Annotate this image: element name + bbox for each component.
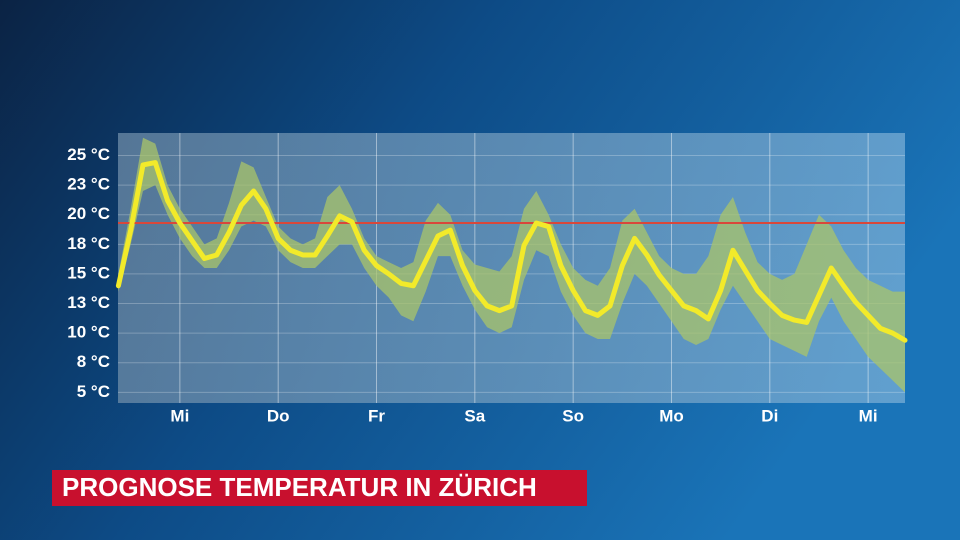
y-tick-label: 8 °C xyxy=(77,352,110,371)
x-tick-label: Di xyxy=(761,406,778,425)
x-tick-label: Do xyxy=(267,406,290,425)
y-tick-label: 20 °C xyxy=(67,204,110,223)
uncertainty-band xyxy=(118,137,906,393)
x-tick-label: So xyxy=(562,406,584,425)
x-tick-label: Fr xyxy=(368,406,385,425)
x-tick-label: Mi xyxy=(859,406,878,425)
y-tick-label: 5 °C xyxy=(77,382,110,401)
x-tick-label: Mo xyxy=(659,406,684,425)
x-tick-label: Sa xyxy=(464,406,485,425)
y-tick-label: 23 °C xyxy=(67,175,110,194)
y-tick-label: 25 °C xyxy=(67,145,110,164)
plot-layer: 25 °C 23 °C 20 °C 18 °C 15 °C 13 °C 10 °C 8 °C 5… xyxy=(67,133,908,425)
title-banner xyxy=(52,470,587,506)
chart-title: PROGNOSE TEMPERATUR IN ZÜRICH xyxy=(62,472,537,502)
temperature-line xyxy=(115,160,908,343)
y-tick-label: 18 °C xyxy=(67,234,110,253)
y-tick-label: 13 °C xyxy=(67,293,110,312)
y-tick-label: 10 °C xyxy=(67,323,110,342)
x-tick-label: Mi xyxy=(170,406,189,425)
y-tick-label: 15 °C xyxy=(67,263,110,282)
